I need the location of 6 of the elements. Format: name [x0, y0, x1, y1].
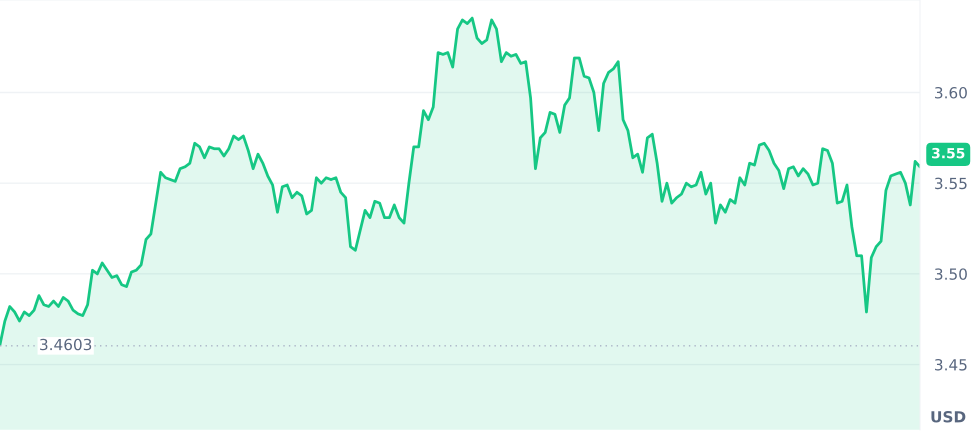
text: USD	[931, 411, 966, 423]
y-tick-label: 3.60	[935, 86, 967, 99]
y-tick-label: 3.50	[935, 268, 967, 280]
y-tick-label: 3.55	[935, 178, 967, 190]
y-tick-label: 3.45	[935, 359, 967, 371]
ref-line-label: 3.4603	[40, 338, 92, 350]
